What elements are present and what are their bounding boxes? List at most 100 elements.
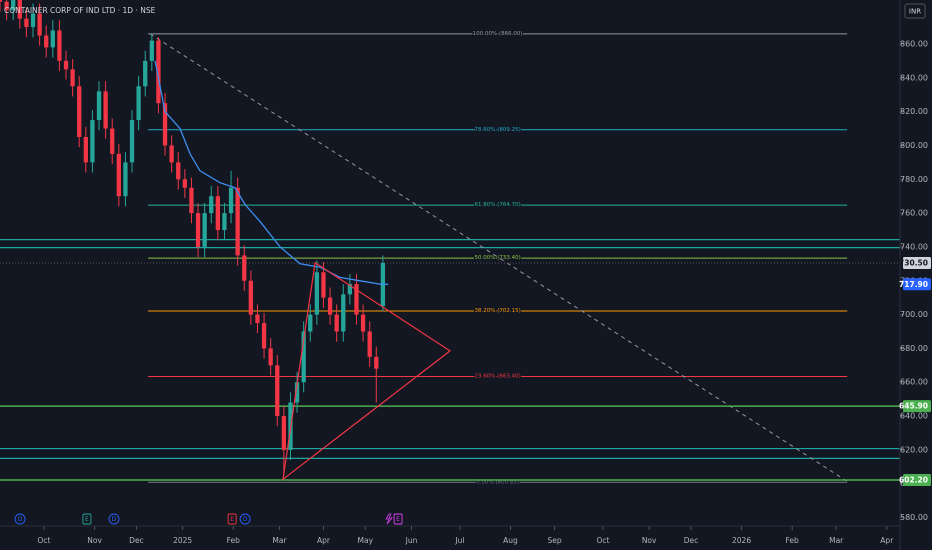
candle-body bbox=[228, 187, 234, 214]
event-marker bbox=[82, 513, 92, 525]
event-label: D bbox=[18, 516, 23, 523]
candle-body bbox=[202, 213, 207, 247]
x-tick-label: Dec bbox=[684, 536, 699, 545]
price-label-box bbox=[903, 278, 931, 291]
price-label: 602.20 bbox=[899, 475, 928, 484]
candle-body bbox=[268, 348, 273, 366]
price-label-box bbox=[903, 257, 931, 269]
candle-body bbox=[143, 60, 148, 87]
price-label: 645.90 bbox=[899, 402, 928, 411]
x-tick-label: Nov bbox=[87, 536, 102, 545]
x-tick-label: Apr bbox=[880, 536, 894, 545]
event-label: E bbox=[230, 516, 234, 523]
candle-body bbox=[321, 272, 326, 298]
fib-label: 23.60% (663.40) bbox=[475, 373, 521, 379]
x-tick-label: Mar bbox=[829, 536, 844, 545]
candle-body bbox=[70, 69, 75, 87]
candle-body bbox=[24, 18, 29, 28]
fib-label: 38.20% (702.15) bbox=[475, 308, 521, 314]
candle-body bbox=[11, 0, 16, 11]
x-tick-label: Nov bbox=[642, 536, 657, 545]
event-marker bbox=[227, 513, 237, 525]
candle-body bbox=[96, 91, 102, 121]
event-marker bbox=[14, 513, 26, 525]
fib-label: 100.00% (866.00) bbox=[473, 31, 523, 37]
price-label: 717.90 bbox=[899, 280, 928, 289]
candle-body bbox=[235, 187, 240, 256]
candle-body bbox=[63, 60, 69, 70]
event-marker bbox=[108, 513, 120, 525]
candle-body bbox=[248, 280, 254, 315]
y-tick-label: 640.00 bbox=[900, 412, 928, 421]
candle-body bbox=[162, 103, 168, 146]
candle-body bbox=[90, 120, 95, 163]
y-tick-label: 780.00 bbox=[900, 175, 928, 184]
event-marker bbox=[239, 513, 251, 525]
candle-body bbox=[255, 314, 260, 324]
currency-box bbox=[904, 3, 926, 19]
candle-body bbox=[103, 91, 108, 129]
candle-body bbox=[301, 331, 306, 383]
candle-body bbox=[50, 30, 55, 48]
candle-body bbox=[327, 297, 333, 315]
plot-area: 100.00% (866.00) 78.60% (809.25) 61.80% (7… bbox=[0, 0, 900, 486]
candle-body bbox=[242, 255, 247, 281]
candle-body bbox=[83, 136, 88, 163]
price-label-box bbox=[903, 400, 931, 413]
x-tick-label: Mar bbox=[272, 536, 287, 545]
y-tick-label: 760.00 bbox=[900, 209, 928, 218]
y-tick-label: 840.00 bbox=[900, 73, 928, 82]
candle-body bbox=[77, 86, 82, 137]
candle-body bbox=[189, 187, 194, 214]
candle-body bbox=[222, 213, 227, 231]
x-tick-label: 2026 bbox=[732, 536, 751, 545]
candle-body bbox=[334, 314, 339, 332]
y-tick-label: 740.00 bbox=[900, 242, 928, 251]
candle-body bbox=[110, 128, 115, 154]
price-label-box bbox=[903, 473, 931, 486]
y-tick-label: 680.00 bbox=[900, 344, 928, 353]
moving-average bbox=[154, 60, 389, 285]
candle-body bbox=[360, 314, 366, 332]
x-tick-label: 2025 bbox=[173, 536, 192, 545]
candle-body bbox=[149, 40, 154, 61]
candle-body bbox=[195, 213, 201, 247]
candle-body bbox=[294, 382, 300, 403]
candle-body bbox=[215, 196, 220, 231]
triangle-pattern bbox=[282, 261, 452, 481]
currency: INR bbox=[909, 8, 921, 16]
x-tick-label: Oct bbox=[596, 536, 609, 545]
event-label: E bbox=[396, 516, 400, 523]
event-label: D bbox=[112, 516, 117, 523]
candle-body bbox=[30, 13, 36, 28]
candle-body bbox=[169, 145, 174, 163]
split-icon bbox=[385, 513, 393, 525]
candle-body bbox=[182, 179, 187, 188]
x-tick-label: Jun bbox=[405, 536, 418, 545]
candle-body bbox=[275, 365, 280, 417]
candle-body bbox=[17, 0, 22, 19]
x-tick-label: Jul bbox=[454, 536, 464, 545]
candle-body bbox=[209, 196, 214, 214]
candle-body bbox=[354, 284, 359, 315]
x-tick-label: Dec bbox=[129, 536, 144, 545]
candle-body bbox=[37, 13, 42, 36]
fib-label: 50.00% (733.40) bbox=[475, 255, 521, 261]
candle-body bbox=[347, 284, 353, 295]
event-label: D bbox=[243, 516, 248, 523]
fib-label: 0.00% (600.85) bbox=[476, 479, 519, 485]
chart-title: CONTAINER CORP OF IND LTD · 1D · NSE bbox=[4, 6, 156, 15]
candle-body bbox=[57, 30, 62, 61]
candle-body bbox=[156, 40, 161, 104]
fib-label: 78.60% (809.25) bbox=[475, 127, 521, 133]
candle-body bbox=[4, 1, 9, 11]
event-marker bbox=[393, 513, 403, 525]
x-tick-label: Aug bbox=[503, 536, 518, 545]
candle-body bbox=[341, 294, 346, 332]
x-tick-label: Feb bbox=[786, 536, 800, 545]
y-tick-label: 800.00 bbox=[900, 141, 928, 150]
candle-body bbox=[176, 162, 181, 180]
